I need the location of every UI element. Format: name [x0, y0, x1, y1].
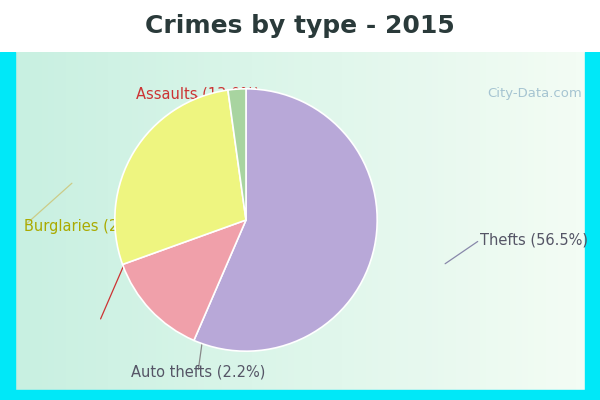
Wedge shape	[115, 90, 246, 264]
Text: Thefts (56.5%): Thefts (56.5%)	[480, 232, 588, 248]
Wedge shape	[122, 220, 246, 340]
Text: Crimes by type - 2015: Crimes by type - 2015	[145, 14, 455, 38]
Text: City-Data.com: City-Data.com	[487, 87, 582, 100]
Text: Burglaries (28.3%): Burglaries (28.3%)	[24, 218, 161, 234]
Bar	[585, 52, 600, 400]
Bar	[0, 52, 15, 400]
Text: Assaults (13.0%): Assaults (13.0%)	[136, 86, 260, 101]
Wedge shape	[228, 89, 246, 220]
Text: Auto thefts (2.2%): Auto thefts (2.2%)	[131, 365, 265, 380]
Wedge shape	[194, 89, 377, 351]
Bar	[0, 390, 600, 400]
